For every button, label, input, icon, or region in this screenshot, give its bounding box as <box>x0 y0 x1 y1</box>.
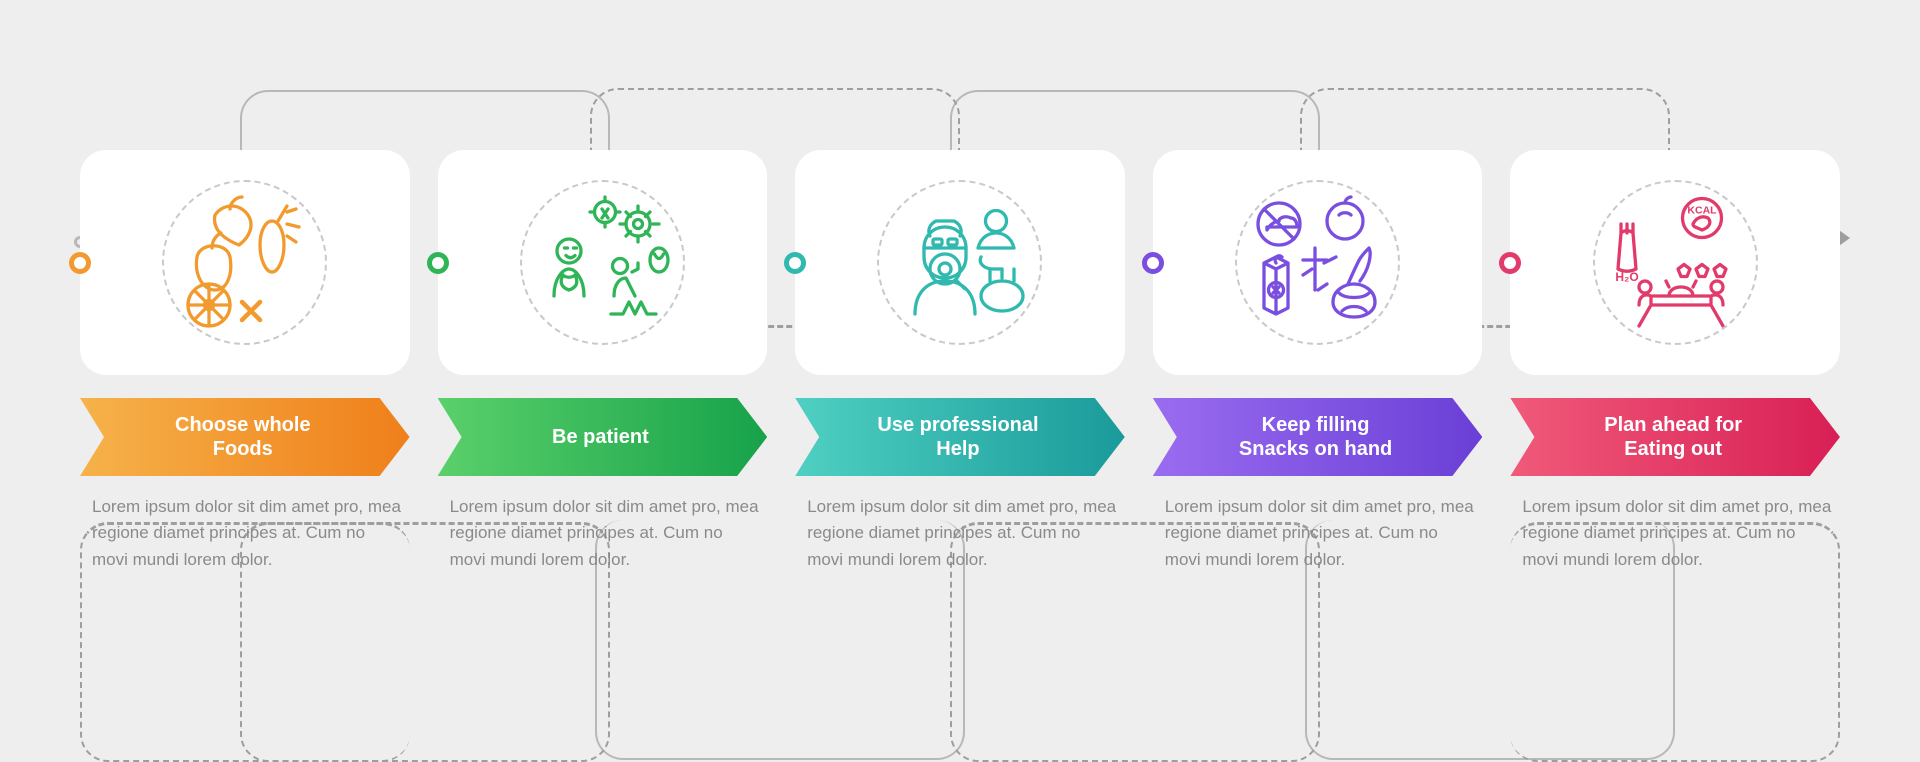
banner-title: Keep filling Snacks on hand <box>1239 413 1392 461</box>
foods-icon <box>162 180 327 345</box>
body-eating-out: Lorem ipsum dolor sit dim amet pro, mea … <box>1510 494 1840 573</box>
banner-snacks: Keep filling Snacks on hand <box>1153 398 1483 476</box>
banner-pro-help: Use professional Help <box>795 398 1125 476</box>
patient-icon <box>520 180 685 345</box>
doctor-icon <box>877 180 1042 345</box>
card-be-patient <box>438 150 768 375</box>
node-dot <box>1142 252 1164 274</box>
body-row: Lorem ipsum dolor sit dim amet pro, mea … <box>80 494 1840 573</box>
body-whole-foods: Lorem ipsum dolor sit dim amet pro, mea … <box>80 494 410 573</box>
banner-title: Plan ahead for Eating out <box>1604 413 1742 461</box>
banner-row: Choose whole Foods Be patient Use profes… <box>80 398 1840 476</box>
node-dot <box>69 252 91 274</box>
banner-whole-foods: Choose whole Foods <box>80 398 410 476</box>
body-snacks: Lorem ipsum dolor sit dim amet pro, mea … <box>1153 494 1483 573</box>
node-dot <box>1499 252 1521 274</box>
banner-title: Choose whole Foods <box>175 413 311 461</box>
banner-eating-out: Plan ahead for Eating out <box>1510 398 1840 476</box>
card-row: KCAL H₂O <box>80 150 1840 375</box>
card-eating-out: KCAL H₂O <box>1510 150 1840 375</box>
dining-icon: KCAL H₂O <box>1593 180 1758 345</box>
node-dot <box>784 252 806 274</box>
snacks-icon <box>1235 180 1400 345</box>
card-whole-foods <box>80 150 410 375</box>
svg-text:H₂O: H₂O <box>1616 270 1639 284</box>
node-dot <box>427 252 449 274</box>
card-snacks <box>1153 150 1483 375</box>
svg-text:KCAL: KCAL <box>1688 204 1718 216</box>
banner-be-patient: Be patient <box>438 398 768 476</box>
body-be-patient: Lorem ipsum dolor sit dim amet pro, mea … <box>438 494 768 573</box>
card-pro-help <box>795 150 1125 375</box>
banner-title: Use professional Help <box>877 413 1038 461</box>
banner-title: Be patient <box>552 425 649 449</box>
infographic-stage: KCAL H₂O Choose whole Foods <box>80 50 1840 710</box>
body-pro-help: Lorem ipsum dolor sit dim amet pro, mea … <box>795 494 1125 573</box>
